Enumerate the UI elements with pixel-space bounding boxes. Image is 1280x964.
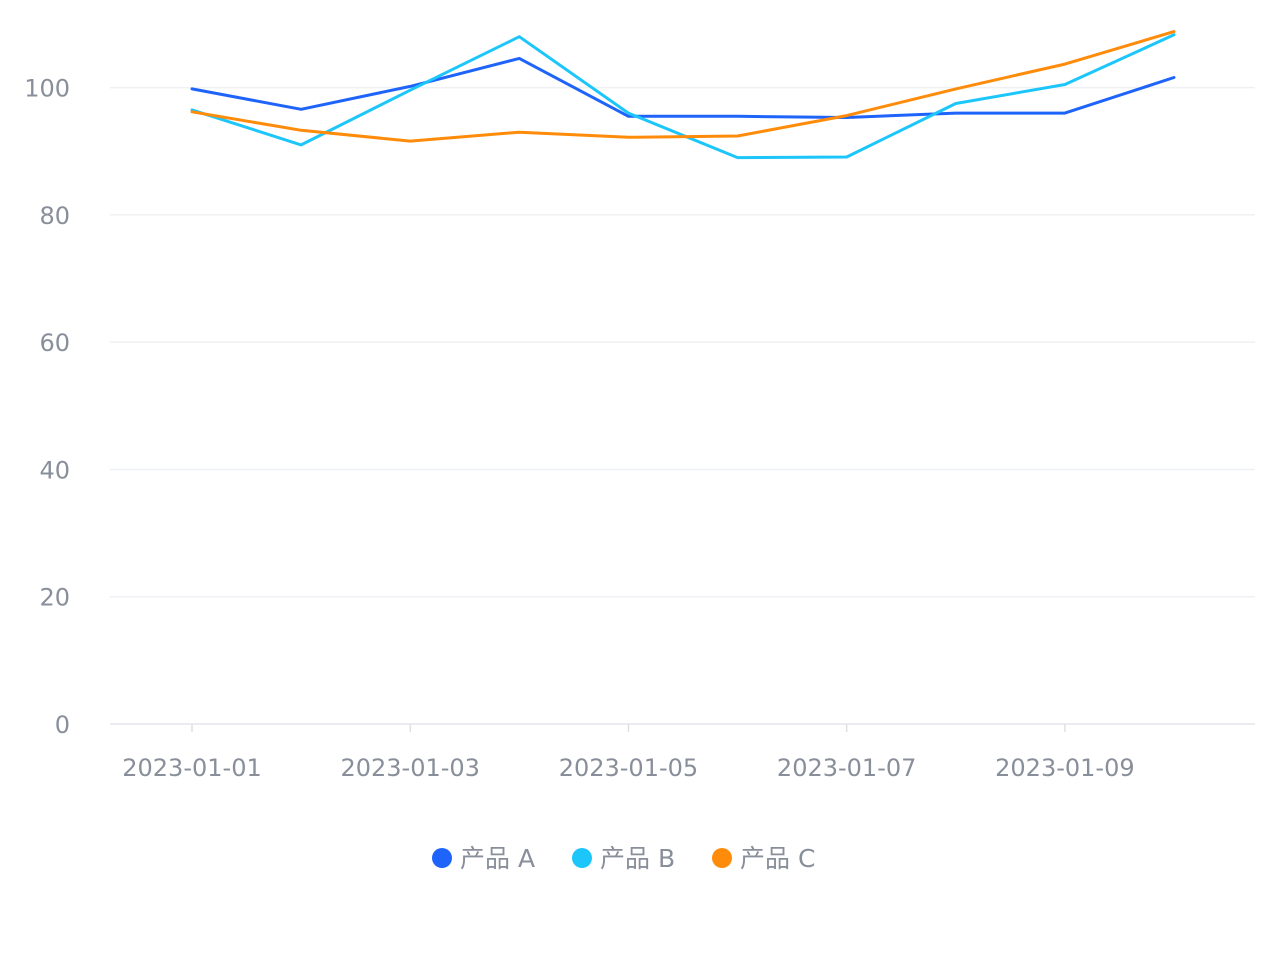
series-lines: [190, 30, 1176, 160]
grid-lines: [110, 86, 1255, 725]
x-tick-label: 2023-01-05: [559, 754, 698, 782]
legend-marker: [712, 848, 732, 868]
y-tick-label: 80: [39, 202, 70, 230]
legend-label: 产品 C: [740, 844, 815, 873]
legend[interactable]: 产品 A 产品 B 产品 C: [432, 844, 815, 873]
legend-marker: [572, 848, 592, 868]
legend-marker: [432, 848, 452, 868]
legend-item-2[interactable]: 产品 B: [572, 844, 675, 873]
legend-label: 产品 A: [460, 844, 535, 873]
x-tick-label: 2023-01-09: [995, 754, 1134, 782]
series-line-1: [190, 56, 1176, 119]
legend-item-1[interactable]: 产品 A: [432, 844, 535, 873]
series-line-3: [190, 30, 1176, 143]
x-tick-label: 2023-01-07: [777, 754, 916, 782]
x-tick-label: 2023-01-01: [122, 754, 261, 782]
y-tick-label: 20: [39, 584, 70, 612]
legend-label: 产品 B: [600, 844, 675, 873]
y-tick-label: 100: [24, 75, 70, 103]
axes: 0 20 40 60 80 100 2023-01-01 2023-01-03 2023-01-…: [24, 75, 1134, 782]
x-tick-label: 2023-01-03: [340, 754, 479, 782]
y-tick-label: 60: [39, 329, 70, 357]
legend-item-3[interactable]: 产品 C: [712, 844, 815, 873]
y-tick-label: 40: [39, 456, 70, 484]
y-tick-label: 0: [55, 711, 70, 739]
series-line-2: [190, 33, 1176, 160]
